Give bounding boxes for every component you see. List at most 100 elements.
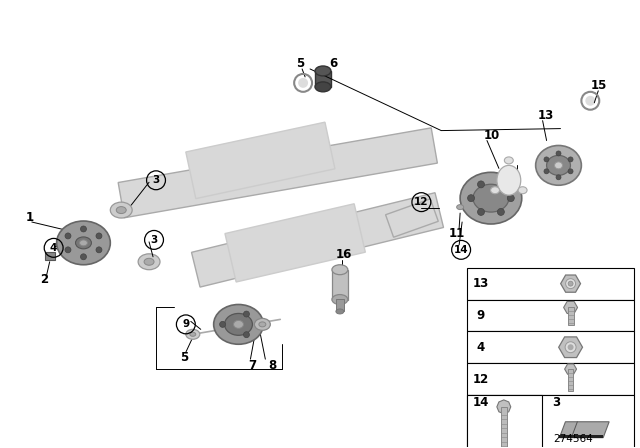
Ellipse shape <box>504 157 513 164</box>
Ellipse shape <box>336 309 344 314</box>
Ellipse shape <box>116 207 126 214</box>
Bar <box>467 300 634 332</box>
Bar <box>467 268 634 300</box>
Polygon shape <box>559 422 609 438</box>
Bar <box>568 369 573 391</box>
Circle shape <box>243 332 250 338</box>
Circle shape <box>556 151 561 156</box>
Text: 9: 9 <box>182 319 189 329</box>
Polygon shape <box>191 193 444 287</box>
Circle shape <box>477 208 484 215</box>
Ellipse shape <box>186 329 200 339</box>
Circle shape <box>65 233 71 239</box>
Ellipse shape <box>315 66 331 76</box>
Circle shape <box>568 344 573 350</box>
Ellipse shape <box>144 258 154 265</box>
Text: 3: 3 <box>152 175 159 185</box>
Text: 7: 7 <box>248 358 257 372</box>
Ellipse shape <box>332 294 348 305</box>
Ellipse shape <box>79 240 88 246</box>
Polygon shape <box>559 435 603 438</box>
Circle shape <box>96 233 102 239</box>
Circle shape <box>477 181 484 188</box>
Text: 6: 6 <box>329 57 337 70</box>
Bar <box>568 307 573 325</box>
Ellipse shape <box>460 172 522 224</box>
Polygon shape <box>186 122 335 198</box>
Text: 1: 1 <box>26 211 34 224</box>
Ellipse shape <box>76 237 92 249</box>
Ellipse shape <box>518 187 527 194</box>
Bar <box>467 395 542 448</box>
Ellipse shape <box>255 319 270 330</box>
Text: 16: 16 <box>335 248 352 261</box>
Circle shape <box>243 311 250 317</box>
Bar <box>45 252 54 260</box>
Ellipse shape <box>190 332 196 336</box>
Text: 11: 11 <box>449 228 465 241</box>
Ellipse shape <box>332 265 348 275</box>
Text: 13: 13 <box>538 109 554 122</box>
Bar <box>467 363 634 395</box>
Circle shape <box>568 157 573 162</box>
Circle shape <box>497 208 504 215</box>
Circle shape <box>220 321 225 327</box>
Ellipse shape <box>259 322 266 327</box>
Ellipse shape <box>586 96 595 106</box>
Bar <box>467 332 634 363</box>
Text: 3: 3 <box>552 396 560 409</box>
Text: 5: 5 <box>296 57 304 70</box>
Ellipse shape <box>457 205 463 210</box>
Text: 10: 10 <box>484 129 500 142</box>
Ellipse shape <box>497 165 521 195</box>
Text: 14: 14 <box>473 396 489 409</box>
Circle shape <box>497 181 504 188</box>
Text: 4: 4 <box>477 341 485 354</box>
Circle shape <box>566 279 575 289</box>
Polygon shape <box>385 199 438 237</box>
Text: 8: 8 <box>268 358 276 372</box>
Polygon shape <box>225 204 365 282</box>
Bar <box>332 270 348 300</box>
Text: 9: 9 <box>477 309 485 322</box>
Text: 15: 15 <box>591 79 607 92</box>
Ellipse shape <box>554 162 563 169</box>
Circle shape <box>96 247 102 253</box>
Text: 12: 12 <box>414 197 429 207</box>
Ellipse shape <box>536 146 581 185</box>
Ellipse shape <box>491 187 500 194</box>
Ellipse shape <box>473 184 509 212</box>
Ellipse shape <box>225 314 252 335</box>
Bar <box>315 71 331 87</box>
Text: 13: 13 <box>473 277 489 290</box>
Ellipse shape <box>234 320 243 328</box>
Ellipse shape <box>315 82 331 92</box>
Bar <box>336 298 344 311</box>
Bar <box>467 395 634 448</box>
Text: 14: 14 <box>454 245 468 255</box>
Circle shape <box>568 281 573 286</box>
Polygon shape <box>118 128 437 218</box>
Text: 12: 12 <box>473 373 489 386</box>
Circle shape <box>565 342 576 353</box>
Text: 5: 5 <box>180 351 188 364</box>
Circle shape <box>81 226 86 232</box>
Ellipse shape <box>110 202 132 218</box>
Text: 3: 3 <box>150 235 157 245</box>
Circle shape <box>81 254 86 260</box>
Ellipse shape <box>298 78 308 88</box>
Text: 2: 2 <box>40 273 48 286</box>
Ellipse shape <box>547 155 570 175</box>
Circle shape <box>468 195 474 202</box>
Circle shape <box>65 247 71 253</box>
Circle shape <box>508 195 515 202</box>
Circle shape <box>544 157 549 162</box>
Circle shape <box>556 175 561 180</box>
Ellipse shape <box>57 221 110 265</box>
Ellipse shape <box>138 254 160 270</box>
Text: 274564: 274564 <box>554 434 593 444</box>
Circle shape <box>544 169 549 174</box>
Text: 4: 4 <box>50 243 58 253</box>
Bar <box>501 407 507 448</box>
Ellipse shape <box>214 305 263 344</box>
